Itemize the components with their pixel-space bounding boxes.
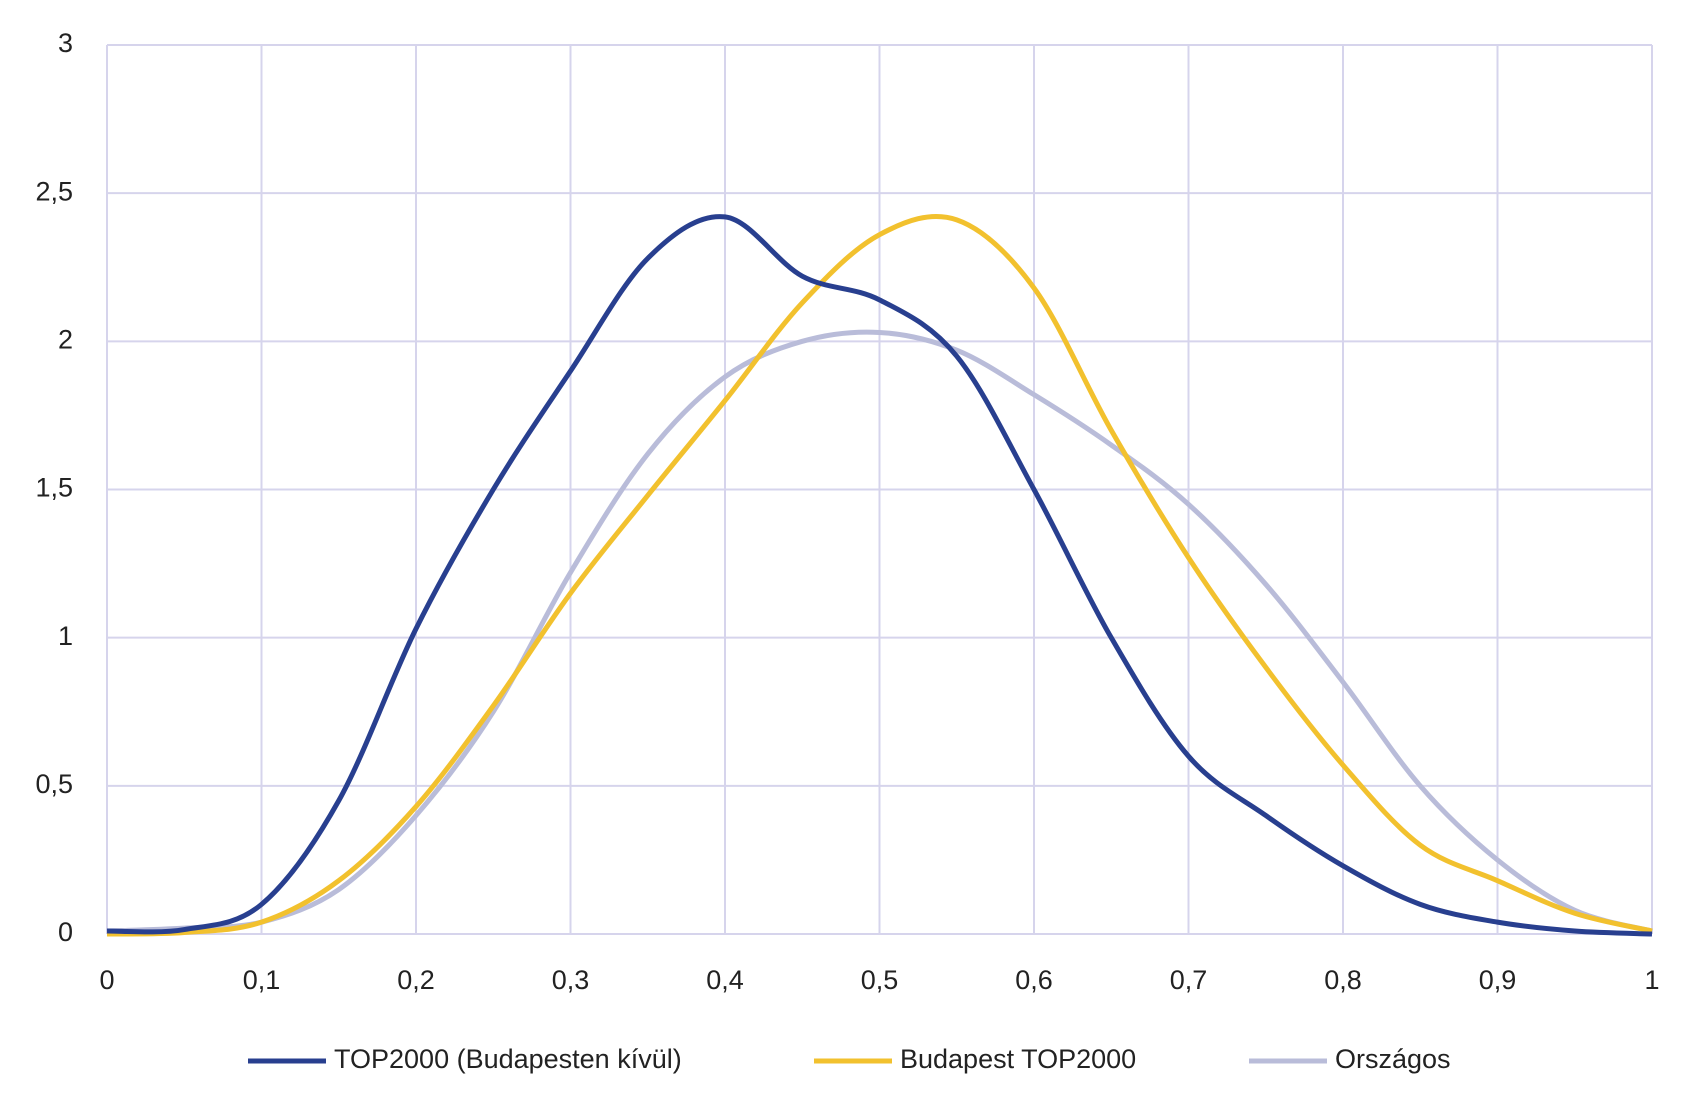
y-tick-label: 0,5 (35, 769, 73, 799)
y-tick-label: 2 (58, 324, 73, 354)
y-tick-label: 0 (58, 917, 73, 947)
x-tick-label: 0,1 (243, 965, 281, 995)
series-line (106, 214, 1653, 937)
legend-label: Budapest TOP2000 (900, 1044, 1136, 1074)
x-tick-label: 0,7 (1170, 965, 1208, 995)
x-tick-label: 0,3 (552, 965, 590, 995)
y-tick-label: 1,5 (35, 473, 73, 503)
x-tick-label: 0,2 (397, 965, 435, 995)
y-tick-label: 1 (58, 621, 73, 651)
x-tick-label: 0,5 (861, 965, 899, 995)
x-tick-label: 0,4 (706, 965, 744, 995)
y-tick-label: 2,5 (35, 176, 73, 206)
legend-label: TOP2000 (Budapesten kívül) (334, 1044, 682, 1074)
x-tick-label: 0,8 (1324, 965, 1362, 995)
x-tick-label: 0,6 (1015, 965, 1053, 995)
series-line (106, 214, 1653, 937)
y-tick-label: 3 (58, 28, 73, 58)
series-line (106, 329, 1653, 934)
x-tick-label: 0,9 (1479, 965, 1517, 995)
legend-label: Országos (1335, 1044, 1451, 1074)
x-tick-label: 1 (1644, 965, 1659, 995)
x-tick-label: 0 (99, 965, 114, 995)
